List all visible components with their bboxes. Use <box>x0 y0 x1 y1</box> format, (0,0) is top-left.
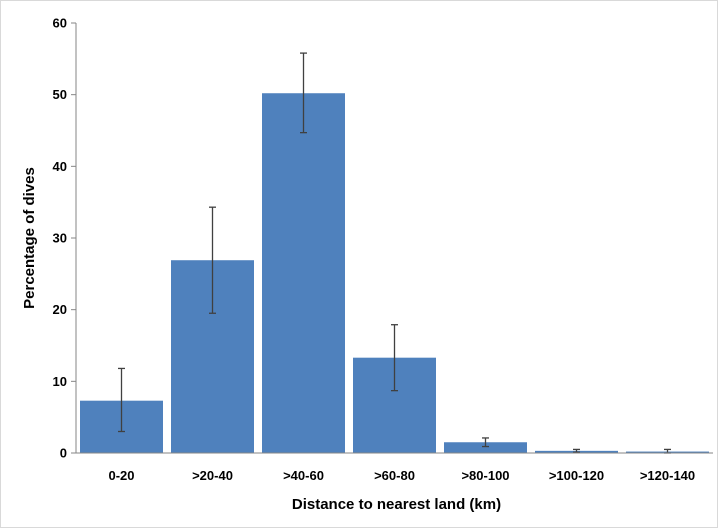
y-tick-label: 0 <box>60 446 67 461</box>
x-tick-label: >120-140 <box>640 468 695 483</box>
bars-group <box>80 93 709 453</box>
x-tick-label: >100-120 <box>549 468 604 483</box>
y-tick-label: 40 <box>53 159 67 174</box>
bar <box>262 93 345 453</box>
x-tick-label: >20-40 <box>192 468 233 483</box>
x-axis-tick-labels: 0-20 >20-40 >40-60 >60-80 >80-100 >100-120 >12… <box>108 468 695 483</box>
y-tick-label: 50 <box>53 87 67 102</box>
error-bar <box>209 206 216 314</box>
y-tick-label: 60 <box>53 16 67 31</box>
y-axis-ticks: 0 10 20 30 40 50 60 <box>53 16 76 461</box>
y-tick-label: 20 <box>53 302 67 317</box>
x-axis-title: Distance to nearest land (km) <box>292 496 501 513</box>
bar <box>444 442 527 453</box>
error-bar <box>118 367 125 433</box>
x-tick-label: 0-20 <box>108 468 134 483</box>
x-tick-label: >60-80 <box>374 468 415 483</box>
error-bar <box>391 324 398 392</box>
y-tick-label: 30 <box>53 231 67 246</box>
y-tick-label: 10 <box>53 374 67 389</box>
x-tick-label: >40-60 <box>283 468 324 483</box>
x-tick-label: >80-100 <box>461 468 509 483</box>
y-axis-title: Percentage of dives <box>21 167 38 309</box>
error-bar <box>664 448 671 454</box>
error-bar <box>482 437 489 448</box>
error-bar <box>300 52 307 134</box>
error-bar <box>573 448 580 453</box>
